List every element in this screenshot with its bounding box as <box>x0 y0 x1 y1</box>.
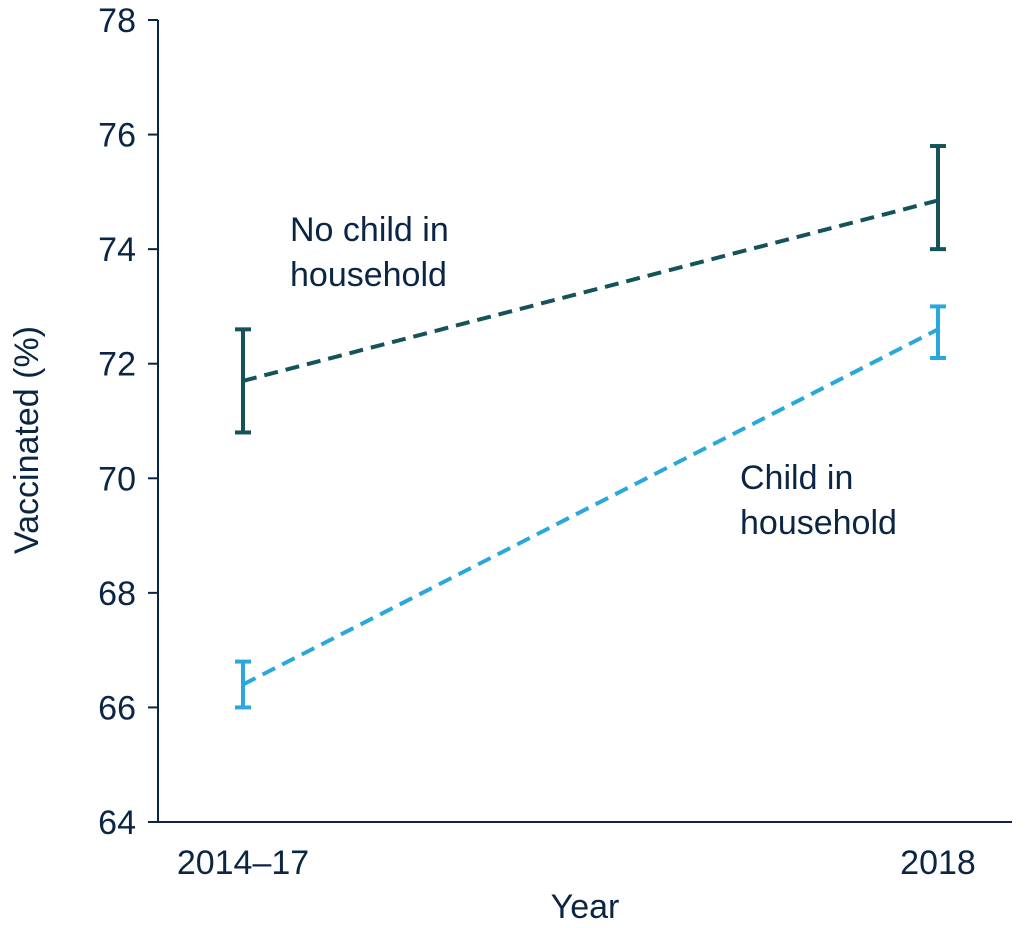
x-axis-title: Year <box>551 888 620 926</box>
y-tick-label: 74 <box>98 231 136 269</box>
y-axis-title: Vaccinated (%) <box>8 326 46 554</box>
series-line <box>242 327 939 687</box>
error-bar <box>930 304 946 360</box>
y-tick-label: 64 <box>98 804 136 842</box>
series-label: Child in household <box>740 459 897 542</box>
error-bar <box>930 144 946 252</box>
series-1 <box>235 304 946 710</box>
x-axis: 2014–17 2018 <box>158 821 1012 882</box>
x-tick-label: 2018 <box>900 844 976 882</box>
y-tick-label: 76 <box>98 117 136 155</box>
y-tick-label: 68 <box>98 575 136 613</box>
y-axis: 64 66 68 70 72 74 76 78 <box>98 2 159 842</box>
x-tick-label: 2014–17 <box>177 844 309 882</box>
y-tick-label: 78 <box>98 2 136 40</box>
series-0 <box>235 144 946 435</box>
y-tick-label: 72 <box>98 346 136 384</box>
series-layer <box>235 144 946 710</box>
y-tick-label: 70 <box>98 460 136 498</box>
series-label: No child in household <box>290 211 449 294</box>
y-tick-label: 66 <box>98 689 136 727</box>
series-labels: No child in household Child in household <box>290 211 897 542</box>
series-line <box>242 198 939 383</box>
